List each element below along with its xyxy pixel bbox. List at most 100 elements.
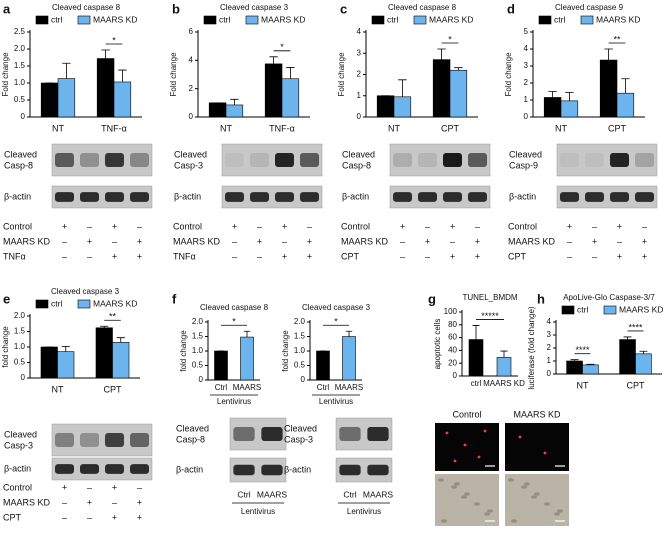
treatment-sign: + bbox=[137, 512, 142, 522]
blot-band bbox=[610, 192, 629, 202]
y-axis-label: apoptotic cells bbox=[433, 319, 442, 370]
y-tick-label: 4 bbox=[524, 44, 529, 53]
treatment-sign: + bbox=[137, 236, 142, 246]
treatment-sign: + bbox=[112, 221, 117, 231]
cell bbox=[438, 478, 444, 482]
x-tick-label: NT bbox=[388, 123, 400, 133]
cell bbox=[461, 495, 467, 499]
y-tick-label: 2 bbox=[547, 343, 552, 352]
x-tick-label: NT bbox=[220, 123, 232, 133]
bar bbox=[616, 92, 635, 118]
y-tick-label: 0 bbox=[524, 112, 529, 121]
bar bbox=[40, 346, 58, 379]
treatment-sign: + bbox=[232, 221, 237, 231]
blot-label: β-actin bbox=[4, 191, 31, 201]
treatment-sign: + bbox=[112, 512, 117, 522]
significance-label: * bbox=[448, 34, 452, 44]
legend-swatch bbox=[561, 305, 575, 315]
treatment-sign: – bbox=[87, 512, 92, 522]
blot-label: Cleaved bbox=[4, 149, 37, 159]
treatment-sign: – bbox=[592, 221, 597, 231]
blot-band bbox=[300, 192, 319, 202]
blot-strip bbox=[51, 185, 153, 209]
blot-band bbox=[250, 152, 269, 168]
y-axis-label: Fold change bbox=[504, 52, 513, 97]
y-tick-label: 1.0 bbox=[192, 346, 204, 355]
x-tick-label: Ctrl bbox=[215, 383, 228, 392]
blot-band bbox=[225, 192, 244, 202]
treatment-sign: – bbox=[137, 221, 142, 231]
cell bbox=[531, 495, 537, 499]
blot-band bbox=[635, 192, 654, 202]
blot-label: β-actin bbox=[176, 464, 203, 474]
x-tick-label: MAARS KD bbox=[483, 379, 525, 388]
error-bar bbox=[500, 350, 508, 358]
panel-letter: h bbox=[537, 291, 545, 306]
treatment-sign: + bbox=[642, 251, 647, 261]
chart-title: Cleaved caspase 9 bbox=[555, 3, 624, 12]
error-bar bbox=[61, 345, 70, 352]
bar bbox=[449, 69, 468, 118]
blot-band bbox=[55, 464, 74, 474]
cell bbox=[441, 519, 447, 523]
bar bbox=[57, 78, 76, 118]
cell bbox=[484, 512, 490, 516]
error-bar bbox=[586, 363, 595, 365]
y-tick-label: 3 bbox=[547, 330, 552, 339]
treatment-sign: + bbox=[307, 251, 312, 261]
error-bar bbox=[243, 330, 251, 338]
y-tick-label: 1.0 bbox=[294, 346, 306, 355]
error-bar bbox=[118, 69, 127, 82]
y-tick-label: 0 bbox=[199, 375, 204, 384]
treatment-label: Control bbox=[508, 221, 537, 231]
y-tick-label: 0.5 bbox=[14, 358, 26, 367]
bar bbox=[582, 364, 599, 375]
blot-band bbox=[130, 192, 149, 202]
x-tick-label: MAARS bbox=[233, 383, 261, 392]
bar bbox=[264, 63, 283, 118]
y-tick-label: 1.0 bbox=[14, 342, 26, 351]
cell bbox=[524, 482, 530, 486]
significance-label: ** bbox=[109, 312, 117, 322]
lane-label: MAARS bbox=[363, 489, 394, 499]
legend-swatch bbox=[77, 15, 91, 25]
blot-band bbox=[130, 432, 149, 448]
y-tick-label: 40 bbox=[448, 346, 457, 355]
blot-band bbox=[275, 192, 294, 202]
error-bar bbox=[345, 330, 353, 337]
y-tick-label: 1.5 bbox=[14, 327, 26, 336]
group-label: Lentivirus bbox=[347, 507, 381, 516]
chart-title: Cleaved caspase 3 bbox=[220, 3, 289, 12]
treatment-sign: + bbox=[400, 221, 405, 231]
y-tick-label: 4 bbox=[547, 317, 552, 326]
y-tick-label: 2.5 bbox=[14, 27, 26, 36]
blot-band bbox=[443, 152, 462, 168]
blot-band bbox=[339, 426, 361, 442]
treatment-label: TNFα bbox=[173, 251, 196, 261]
treatment-sign: + bbox=[307, 236, 312, 246]
blot-band bbox=[300, 152, 319, 168]
y-tick-label: 0 bbox=[357, 112, 362, 121]
treatment-sign: + bbox=[112, 251, 117, 261]
bar bbox=[113, 81, 132, 118]
treatment-sign: – bbox=[87, 221, 92, 231]
x-tick-label: TNF-α bbox=[101, 123, 127, 133]
y-tick-label: 1.5 bbox=[192, 332, 204, 341]
x-tick-label: CPT bbox=[441, 123, 460, 133]
y-tick-label: 2 bbox=[189, 84, 194, 93]
bar bbox=[208, 102, 227, 118]
blot-band bbox=[105, 152, 124, 168]
error-bar bbox=[398, 79, 407, 97]
treatment-label: Control bbox=[3, 221, 32, 231]
blot-band bbox=[130, 464, 149, 474]
error-bar bbox=[286, 67, 295, 79]
panel-letter: b bbox=[172, 1, 180, 16]
cell bbox=[454, 482, 460, 486]
panel-letter: d bbox=[507, 1, 515, 16]
treatment-sign: – bbox=[425, 221, 430, 231]
bar bbox=[543, 97, 562, 118]
x-tick-label: CPT bbox=[104, 384, 123, 394]
bar bbox=[635, 353, 652, 375]
legend-swatch bbox=[35, 299, 49, 309]
